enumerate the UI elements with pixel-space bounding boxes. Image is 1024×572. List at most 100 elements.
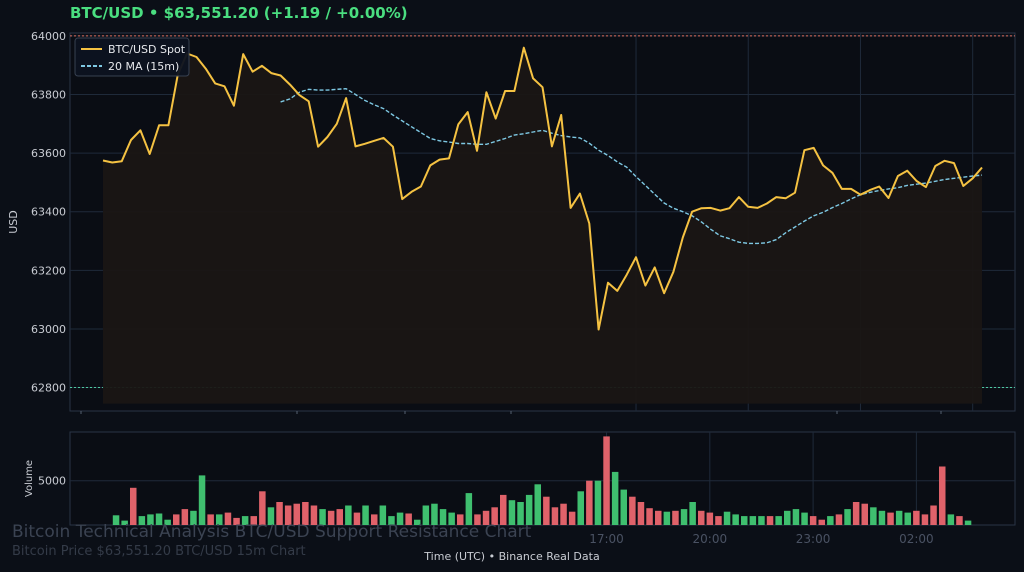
- volume-bar: [827, 516, 834, 525]
- volume-bar: [431, 503, 438, 525]
- price-y-tick-label-4: 63600: [31, 147, 66, 160]
- volume-bar: [551, 507, 559, 525]
- volume-bar: [956, 516, 963, 525]
- x-axis-caption: Time (UTC) • Binance Real Data: [0, 550, 1024, 563]
- volume-bar: [173, 514, 180, 525]
- volume-bar: [629, 496, 636, 525]
- volume-bar: [887, 512, 894, 525]
- volume-bar: [405, 513, 412, 525]
- price-panel: 62800 63000 63200 63400 63600 63800 64000 USD BT…: [7, 30, 1016, 414]
- volume-bar: [775, 516, 782, 525]
- watermark-title: Bitcoin Technical Analysis BTC/USD Suppo…: [12, 522, 532, 542]
- volume-bar: [939, 466, 946, 525]
- legend-box: [74, 37, 190, 77]
- volume-bar: [921, 514, 929, 525]
- volume-bar: [259, 491, 266, 525]
- volume-bar: [637, 502, 645, 525]
- volume-bar: [603, 436, 610, 525]
- volume-bar: [164, 519, 171, 525]
- price-y-axis-label: USD: [7, 210, 20, 234]
- volume-bar: [809, 516, 817, 525]
- volume-bar: [698, 510, 705, 525]
- volume-bar: [302, 502, 309, 525]
- volume-bar: [155, 513, 163, 525]
- price-y-tick-label-3: 63400: [31, 206, 66, 219]
- volume-bar: [233, 517, 240, 525]
- volume-bar: [792, 509, 800, 525]
- volume-bar: [439, 509, 447, 525]
- volume-bar: [267, 507, 275, 525]
- price-y-tick-label-1: 63000: [31, 323, 66, 336]
- volume-bar: [224, 512, 232, 525]
- volume-bar: [474, 514, 481, 525]
- data-source: Binance Real Data: [498, 550, 600, 563]
- ticker-symbol: BTC/USD: [70, 4, 144, 22]
- volume-bar: [319, 509, 326, 525]
- volume-bar: [689, 502, 696, 525]
- volume-bar: [680, 509, 688, 525]
- price-y-tick-label-5: 63800: [31, 89, 66, 102]
- volume-bar: [895, 510, 903, 525]
- volume-bar: [706, 512, 714, 525]
- volume-bar: [964, 520, 972, 525]
- volume-y-tick-label-0: 5000: [38, 475, 66, 488]
- price-area-fill: [102, 47, 983, 404]
- volume-bar: [844, 509, 851, 525]
- volume-bar: [147, 514, 154, 525]
- volume-bar: [198, 475, 206, 525]
- volume-bar: [672, 510, 679, 525]
- x-axis-label: Time (UTC): [424, 550, 486, 563]
- volume-bar: [930, 505, 937, 525]
- volume-bar: [517, 502, 524, 525]
- volume-bar: [620, 489, 627, 525]
- volume-bar: [766, 516, 774, 525]
- ma-series-line: [280, 87, 983, 245]
- volume-bar: [448, 512, 455, 525]
- volume-bar: [508, 500, 516, 525]
- volume-bar: [138, 516, 146, 525]
- volume-bar: [947, 514, 955, 525]
- volume-bar: [284, 505, 292, 525]
- volume-bar: [293, 503, 300, 525]
- volume-bar: [353, 512, 361, 525]
- volume-bar: [749, 516, 757, 525]
- legend: BTC/USD Spot 20 MA (15m): [74, 37, 190, 77]
- volume-bar: [457, 514, 464, 525]
- volume-bar: [870, 507, 877, 525]
- volume-bar: [663, 511, 671, 525]
- volume-bar: [371, 514, 378, 525]
- volume-bar: [758, 516, 765, 525]
- volume-bar: [655, 510, 662, 525]
- volume-bar: [388, 516, 395, 525]
- price-y-tick-label-2: 63200: [31, 264, 66, 277]
- volume-bar: [835, 514, 843, 525]
- volume-bar: [190, 510, 197, 525]
- volume-bar: [310, 505, 318, 525]
- price-y-tick-label-0: 62800: [31, 382, 66, 395]
- volume-bar: [181, 509, 189, 525]
- caption-separator: •: [488, 550, 496, 563]
- volume-bar: [336, 509, 343, 525]
- volume-bar: [560, 503, 567, 525]
- volume-bar: [611, 471, 619, 525]
- watermark-subtitle: Bitcoin Price $63,551.20 BTC/USD 15m Cha…: [12, 544, 306, 559]
- volume-bar: [586, 480, 593, 525]
- price-y-tick-label-6: 64000: [31, 30, 66, 43]
- volume-bar: [241, 516, 249, 525]
- volume-bar: [327, 510, 335, 525]
- volume-bar: [568, 511, 576, 525]
- volume-bar: [362, 505, 369, 525]
- volume-bar: [422, 505, 430, 525]
- volume-bar: [594, 480, 602, 525]
- volume-bar: [732, 514, 739, 525]
- volume-bar: [577, 491, 584, 525]
- volume-bar: [216, 514, 223, 525]
- volume-bar: [741, 516, 748, 525]
- volume-bar: [525, 494, 533, 525]
- price-series-line: [102, 46, 983, 331]
- ticker-separator: •: [148, 4, 159, 22]
- volume-bar: [861, 503, 868, 525]
- legend-label-1: 20 MA (15m): [108, 60, 179, 73]
- x-tick-label-3: 02:00: [899, 532, 934, 546]
